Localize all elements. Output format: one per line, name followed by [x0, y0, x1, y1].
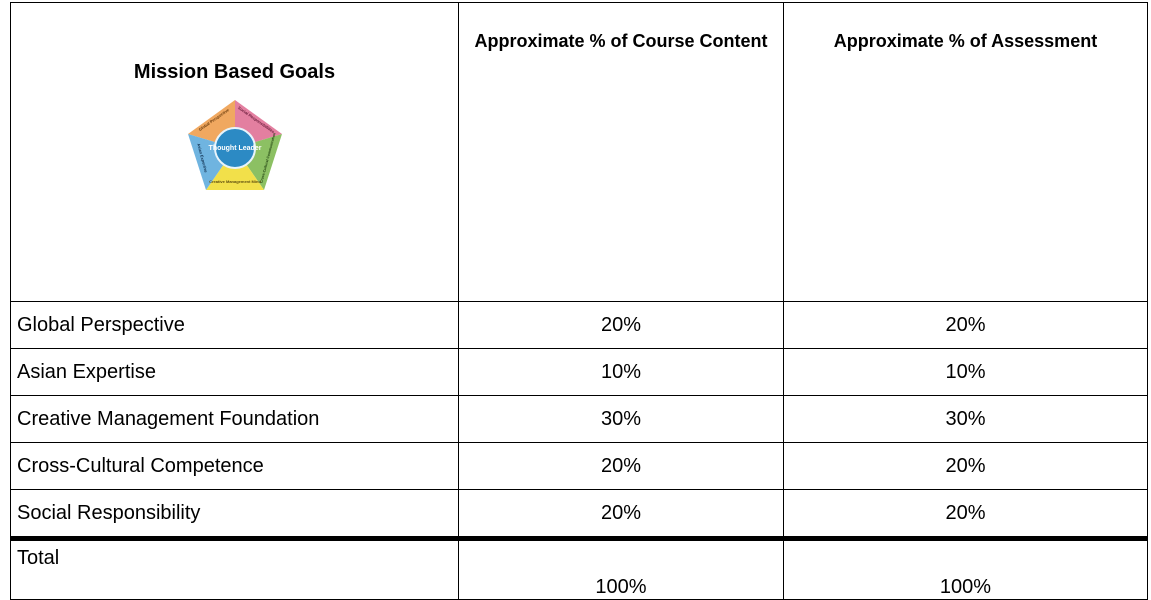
header-cell: Approximate % of Assessment [783, 2, 1148, 302]
logo-center-text: Thought Leader [208, 145, 261, 152]
percent-cell: 30% [783, 395, 1148, 443]
table-row: Asian Expertise 10% 10% [10, 348, 1148, 396]
header-cell: Mission Based Goals Thought Leader Globa… [10, 2, 459, 302]
total-cell: 100% [783, 538, 1148, 600]
table-row: Creative Management Foundation 30% 30% [10, 395, 1148, 443]
logo: Thought Leader Global Perspective Social… [187, 100, 282, 190]
percent-cell: 20% [783, 489, 1148, 541]
total-row: Total 100% 100% [10, 538, 1148, 600]
total-cell: 100% [458, 538, 784, 600]
percent-cell: 10% [458, 348, 784, 396]
percent-cell: 30% [458, 395, 784, 443]
table-row: Cross-Cultural Competence 20% 20% [10, 442, 1148, 490]
percent-cell: 10% [783, 348, 1148, 396]
logo-label: Creative Management Mind [209, 179, 261, 184]
header-text: Mission Based Goals [133, 61, 336, 83]
goal-cell: Cross-Cultural Competence [10, 442, 459, 490]
total-label: Total [10, 538, 459, 600]
table-row: Social Responsibility 20% 20% [10, 489, 1148, 541]
percent-cell: 20% [783, 301, 1148, 349]
percent-cell: 20% [458, 301, 784, 349]
table-row: Global Perspective 20% 20% [10, 301, 1148, 349]
goal-cell: Social Responsibility [10, 489, 459, 541]
percent-cell: 20% [783, 442, 1148, 490]
percent-cell: 20% [458, 442, 784, 490]
header-cell: Approximate % of Course Content [458, 2, 784, 302]
goal-cell: Global Perspective [10, 301, 459, 349]
percent-cell: 20% [458, 489, 784, 541]
header-row: Mission Based Goals Thought Leader Globa… [10, 2, 1148, 302]
logo-center [213, 127, 256, 169]
goal-cell: Creative Management Foundation [10, 395, 459, 443]
goal-cell: Asian Expertise [10, 348, 459, 396]
goals-table: Mission Based Goals Thought Leader Globa… [10, 2, 1148, 600]
page: Mission Based Goals Thought Leader Globa… [10, 2, 1148, 600]
